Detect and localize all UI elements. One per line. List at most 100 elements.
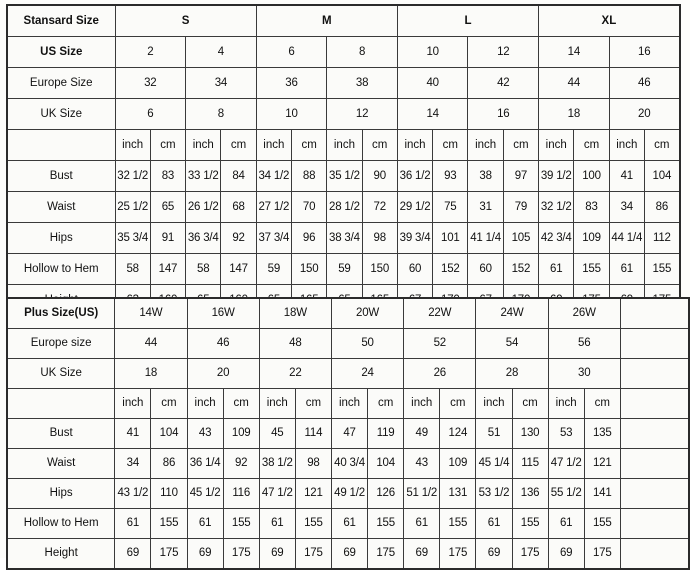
group-header-row: Stansard Size S M L XL xyxy=(6,4,681,37)
measurement-inch-value: 61 xyxy=(608,253,645,285)
measurement-cm-value: 124 xyxy=(439,418,477,449)
measurement-cm-value: 147 xyxy=(149,253,187,285)
measurement-cm-value: 116 xyxy=(222,478,260,509)
size-group-l: L xyxy=(396,4,540,37)
measurement-inch-value: 61 xyxy=(403,508,441,539)
measurement-inch-value: 51 xyxy=(475,418,513,449)
europe-size-value: 32 xyxy=(114,67,187,99)
unit-inch-header: inch xyxy=(186,388,224,419)
us-size-value: 4 xyxy=(185,36,257,68)
unit-cm-header: cm xyxy=(150,388,188,419)
unit-cm-header: cm xyxy=(222,388,260,419)
unit-inch-header: inch xyxy=(547,388,585,419)
measurement-cm-value: 155 xyxy=(643,253,681,285)
standard-size-title-cell: Stansard Size xyxy=(6,4,116,37)
measurement-cm-value: 175 xyxy=(222,538,260,570)
measurement-row: Waist 25 1/2 65 26 1/2 68 27 1/2 70 28 1/2 72 29 … xyxy=(6,191,681,223)
us-size-value: 20W xyxy=(330,297,405,329)
measurement-inch-value: 69 xyxy=(330,538,369,570)
measurement-cm-value: 86 xyxy=(150,448,188,479)
measurement-inch-value: 43 1/2 xyxy=(114,478,152,509)
uk-size-value: 14 xyxy=(396,98,469,130)
unit-inch-header: inch xyxy=(538,129,575,161)
measurement-inch-value: 41 xyxy=(114,418,152,449)
measurement-inch-value: 45 1/2 xyxy=(186,478,224,509)
measurement-cm-value: 65 xyxy=(149,191,187,223)
empty-filler-cell xyxy=(619,388,690,419)
us-size-value: 8 xyxy=(326,36,398,68)
measurement-cm-value: 104 xyxy=(367,448,405,479)
measurement-inch-value: 43 xyxy=(403,448,441,479)
us-size-value: 14 xyxy=(538,36,610,68)
measurement-cm-value: 109 xyxy=(439,448,477,479)
uk-size-value: 20 xyxy=(186,358,260,389)
measurement-cm-value: 98 xyxy=(361,222,398,254)
unit-cm-header: cm xyxy=(294,388,332,419)
measurement-cm-value: 175 xyxy=(583,538,621,570)
uk-size-value: 28 xyxy=(475,358,549,389)
measurement-cm-value: 155 xyxy=(367,508,405,539)
measurement-inch-value: 61 xyxy=(330,508,369,539)
measurement-cm-value: 110 xyxy=(150,478,188,509)
measurement-inch-value: 69 xyxy=(547,538,585,570)
measurement-cm-value: 86 xyxy=(643,191,681,223)
measurement-inch-value: 31 xyxy=(467,191,504,223)
unit-cm-header: cm xyxy=(361,129,398,161)
us-size-value: 16W xyxy=(186,297,260,329)
measurement-inch-value: 49 xyxy=(403,418,441,449)
measurement-cm-value: 119 xyxy=(367,418,405,449)
unit-cm-header: cm xyxy=(511,388,549,419)
measurement-cm-value: 155 xyxy=(222,508,260,539)
measurement-cm-value: 70 xyxy=(290,191,328,223)
empty-filler-cell xyxy=(619,418,690,449)
empty-filler-cell xyxy=(619,297,690,329)
unit-cm-header: cm xyxy=(220,129,257,161)
empty-filler-cell xyxy=(619,358,690,389)
empty-filler-cell xyxy=(619,538,690,570)
measurement-inch-value: 32 1/2 xyxy=(114,160,151,192)
measurement-cm-value: 90 xyxy=(361,160,398,192)
europe-size-value: 56 xyxy=(547,328,621,359)
measurement-cm-value: 75 xyxy=(432,191,469,223)
empty-filler-cell xyxy=(619,328,690,359)
measurement-cm-value: 92 xyxy=(222,448,260,479)
measurement-inch-value: 61 xyxy=(258,508,296,539)
measurement-row: Hips 43 1/2 110 45 1/2 116 47 1/2 121 49 1/2 126… xyxy=(6,478,690,509)
uk-size-value: 20 xyxy=(608,98,681,130)
unit-cm-header: cm xyxy=(367,388,405,419)
measurement-cm-value: 121 xyxy=(583,448,621,479)
unit-inch-header: inch xyxy=(396,129,434,161)
europe-size-value: 34 xyxy=(185,67,257,99)
europe-size-value: 48 xyxy=(258,328,332,359)
unit-header-row: inch cm inch cm inch cm inch cm inch cm inch cm inch… xyxy=(6,388,690,419)
measurement-inch-value: 34 1/2 xyxy=(255,160,292,192)
measurement-inch-value: 29 1/2 xyxy=(396,191,434,223)
measurement-inch-value: 27 1/2 xyxy=(255,191,292,223)
unit-cm-header: cm xyxy=(583,388,621,419)
measurement-inch-value: 43 xyxy=(186,418,224,449)
uk-size-row: UK Size 18 20 22 24 26 28 30 xyxy=(6,358,690,389)
empty-filler-cell xyxy=(619,508,690,539)
europe-size-value: 38 xyxy=(326,67,398,99)
measurement-inch-value: 38 1/2 xyxy=(258,448,296,479)
size-group-m: M xyxy=(255,4,398,37)
measurement-cm-value: 155 xyxy=(573,253,610,285)
measurement-cm-value: 141 xyxy=(583,478,621,509)
standard-size-table-container: Stansard Size S M L XL US Size 2 4 6 8 10 12 14 16 Eur… xyxy=(6,4,681,317)
measurement-inch-value: 69 xyxy=(475,538,513,570)
measurement-inch-value: 37 3/4 xyxy=(255,222,292,254)
us-size-value: 10 xyxy=(396,36,469,68)
measurement-inch-value: 39 1/2 xyxy=(538,160,575,192)
measurement-label: Waist xyxy=(6,191,116,223)
unit-cm-header: cm xyxy=(290,129,328,161)
measurement-inch-value: 33 1/2 xyxy=(185,160,222,192)
row-label-us-size: US Size xyxy=(6,36,116,68)
measurement-label: Height xyxy=(6,538,116,570)
unit-row-label-spacer xyxy=(6,129,116,161)
europe-size-value: 44 xyxy=(538,67,610,99)
measurement-cm-value: 150 xyxy=(290,253,328,285)
measurement-cm-value: 100 xyxy=(573,160,610,192)
row-label-europe-size: Europe size xyxy=(6,328,116,359)
europe-size-row: Europe size 44 46 48 50 52 54 56 xyxy=(6,328,690,359)
measurement-row: Hips 35 3/4 91 36 3/4 92 37 3/4 96 38 3/4 98 39 3… xyxy=(6,222,681,254)
